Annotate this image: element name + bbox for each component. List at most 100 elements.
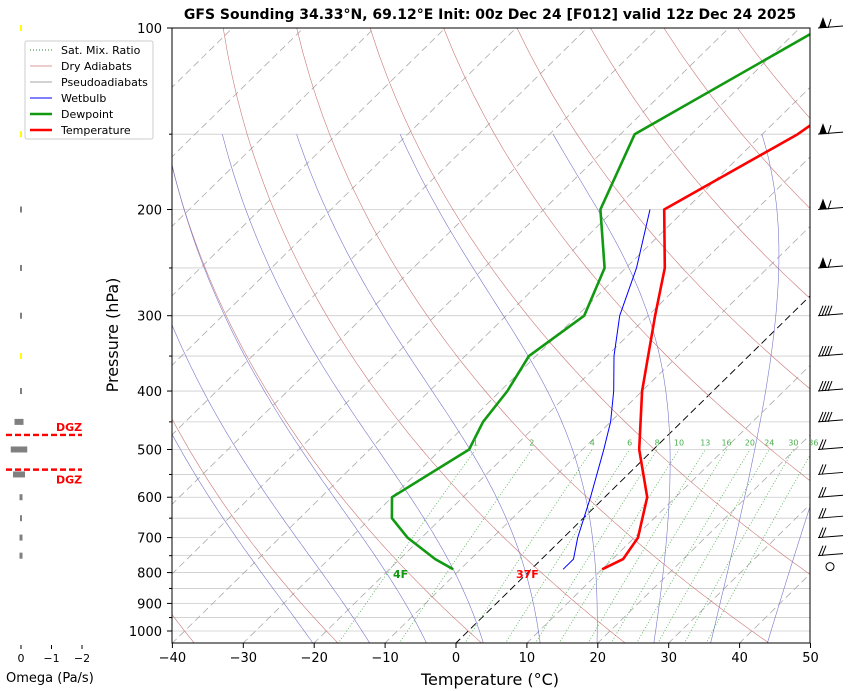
wind-barb [817, 123, 844, 135]
wind-barb [817, 527, 844, 539]
pseudoadiabat [172, 163, 427, 643]
x-tick-label: 30 [660, 651, 677, 666]
dry-adiabat [296, 28, 770, 643]
y-tick-label: 800 [137, 567, 162, 582]
surface-dewpoint-label: 4F [393, 568, 408, 581]
dry-adiabat [172, 164, 482, 643]
wind-barb [817, 487, 844, 498]
wetbulb-profile [562, 209, 651, 570]
legend: Sat. Mix. Ratio Dry Adiabats Pseudoadiab… [24, 40, 154, 140]
mixing-ratio-line [705, 454, 810, 643]
isotherm-line [242, 86, 810, 643]
mixing-ratio-label: 1 [473, 438, 478, 447]
isotherm-line [0, 28, 20, 644]
x-tick-label: 50 [802, 651, 819, 666]
wind-barb [825, 562, 835, 572]
isotherm-line [526, 364, 810, 643]
legend-sat-mix-ratio: Sat. Mix. Ratio [61, 44, 141, 57]
mixing-ratio-label: 16 [721, 438, 731, 447]
barb-flag [818, 411, 824, 423]
pseudoadiabat [296, 134, 541, 643]
omega-bar [19, 494, 23, 501]
axes: −40 −30 −20 −10 0 10 20 30 40 50 100 200 300 400 500 60… [129, 22, 819, 666]
dry-adiabat [663, 28, 810, 209]
mixing-ratio-label: 20 [745, 438, 755, 447]
barb-flag [821, 545, 827, 556]
mixing-ratio-line [657, 449, 770, 643]
pseudoadiabat [767, 505, 810, 643]
mixing-ratio-label: 6 [627, 438, 632, 447]
omega-bar [20, 515, 22, 522]
x-tick-label: 10 [519, 651, 536, 666]
mixing-ratio-label: 36 [808, 438, 818, 447]
mixing-ratio-line [683, 449, 794, 643]
wind-barbs [817, 17, 844, 572]
omega-tick-label: 0 [18, 652, 25, 665]
dry-adiabat [369, 28, 810, 575]
omega-bar [20, 25, 22, 31]
y-axis-title: Pressure (hPa) [103, 278, 122, 393]
wind-barb [817, 17, 844, 29]
y-tick-label: 700 [137, 532, 162, 547]
profile-lines [390, 32, 810, 571]
barb-flag [818, 487, 824, 498]
omega-bar [20, 312, 22, 319]
pseudoadiabat [172, 433, 314, 643]
isotherm-line [739, 573, 810, 643]
pseudoadiabat [552, 134, 671, 643]
y-tick-label: 1000 [129, 625, 162, 640]
barb-flag [818, 305, 824, 316]
mixing-ratio-label: 8 [655, 438, 660, 447]
legend-pseudoadiabats: Pseudoadiabats [61, 76, 148, 89]
barb-flag [827, 125, 832, 135]
isotherm-line [172, 28, 588, 436]
temperature-profile [601, 123, 810, 571]
mixing-ratio-line [636, 449, 751, 643]
x-tick-label: 40 [731, 651, 748, 666]
omega-bar [10, 446, 28, 453]
barb-flag [818, 464, 824, 475]
dry-adiabat [172, 418, 339, 643]
y-tick-label: 100 [137, 22, 162, 37]
omega-bar [14, 418, 24, 425]
x-axis-title: Temperature (°C) [420, 670, 559, 689]
mixing-ratio-line [558, 449, 680, 643]
pseudoadiabat [222, 134, 484, 643]
barb-flag [827, 380, 833, 392]
x-tick-label: −40 [159, 651, 186, 666]
barb-flag [818, 508, 824, 519]
y-tick-label: 900 [137, 597, 162, 612]
legend-dry-adiabats: Dry Adiabats [61, 60, 132, 73]
barb-flag [827, 200, 832, 210]
barb-flag [818, 527, 824, 538]
barb-flag [818, 380, 824, 392]
x-tick-label: −20 [300, 651, 327, 666]
barb-flag [821, 508, 827, 519]
dry-adiabat [222, 28, 626, 643]
barb-flag [827, 411, 833, 423]
barb-flag [827, 305, 833, 316]
isotherm-line [313, 156, 810, 643]
dgz-label: DGZ [56, 421, 82, 434]
barb-flag [818, 545, 824, 556]
wind-barb [817, 411, 844, 423]
barb-flag [821, 380, 827, 392]
omega-bar [13, 471, 25, 478]
barb-flag [821, 527, 827, 538]
barb-pennant [819, 256, 827, 268]
isotherm-line [384, 225, 810, 643]
omega-bar [20, 264, 22, 271]
barb-flag [827, 258, 832, 269]
omega-axis-title: Omega (Pa/s) [6, 671, 94, 686]
x-tick-label: −10 [371, 651, 398, 666]
barb-flag [821, 305, 827, 316]
background-grid [0, 28, 810, 644]
isotherm-line [172, 28, 446, 297]
isotherm-line [172, 28, 730, 575]
surface-temperature-label: 37F [516, 568, 539, 581]
barb-flag [821, 439, 827, 450]
omega-panel: DGZ DGZ 0 −1 −2 [6, 25, 92, 665]
mixing-ratio-line [534, 449, 658, 643]
omega-tick-label: −2 [74, 652, 90, 665]
